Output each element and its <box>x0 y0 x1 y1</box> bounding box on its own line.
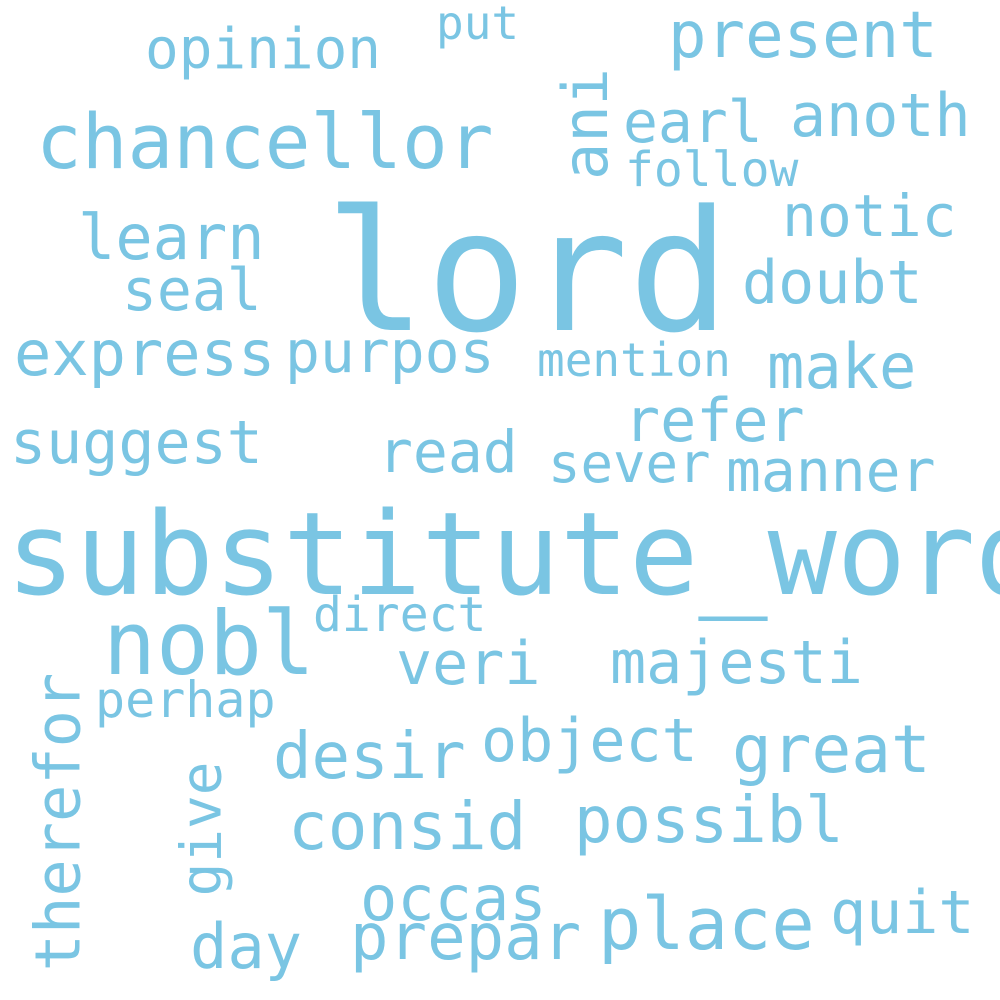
word-desir: desir <box>273 720 466 794</box>
word-purpos: purpos <box>285 318 495 386</box>
word-substitute-word: substitute_word <box>6 488 1000 622</box>
word-follow: follow <box>625 142 799 198</box>
word-give: give <box>169 761 235 897</box>
word-object: object <box>481 706 698 776</box>
word-nobl: nobl <box>103 592 315 695</box>
word-seal: seal <box>122 256 262 324</box>
word-day: day <box>190 910 302 983</box>
word-make: make <box>767 330 917 403</box>
word-opinion: opinion <box>145 17 382 82</box>
word-anoth: anoth <box>790 81 971 151</box>
word-direct: direct <box>313 587 487 643</box>
word-suggest: suggest <box>10 408 263 478</box>
word-quit: quit <box>830 878 975 948</box>
word-refer: refer <box>624 386 805 456</box>
word-consid: consid <box>288 788 527 865</box>
word-express: express <box>14 317 276 390</box>
word-perhap: perhap <box>95 671 276 729</box>
word-earl: earl <box>623 88 763 156</box>
word-veri: veri <box>396 629 541 699</box>
word-majesti: majesti <box>610 628 863 698</box>
word-sever: sever <box>548 432 711 495</box>
word-place: place <box>598 882 815 966</box>
word-prepar: prepar <box>350 901 582 975</box>
word-great: great <box>732 711 931 788</box>
word-lord: lord <box>325 174 730 370</box>
word-notic: notic <box>782 182 957 250</box>
word-mention: mention <box>537 333 731 387</box>
word-doubt: doubt <box>742 248 923 318</box>
word-present: present <box>668 0 938 73</box>
word-occas: occas <box>360 862 547 935</box>
word-learn: learn <box>78 201 265 274</box>
word-put: put <box>436 0 520 50</box>
word-possibl: possibl <box>574 784 844 858</box>
word-therefor: therefor <box>21 672 95 972</box>
word-chancellor: chancellor <box>36 97 494 186</box>
word-read: read <box>378 418 518 486</box>
word-manner: manner <box>726 437 936 505</box>
word-ani: ani <box>548 68 622 180</box>
